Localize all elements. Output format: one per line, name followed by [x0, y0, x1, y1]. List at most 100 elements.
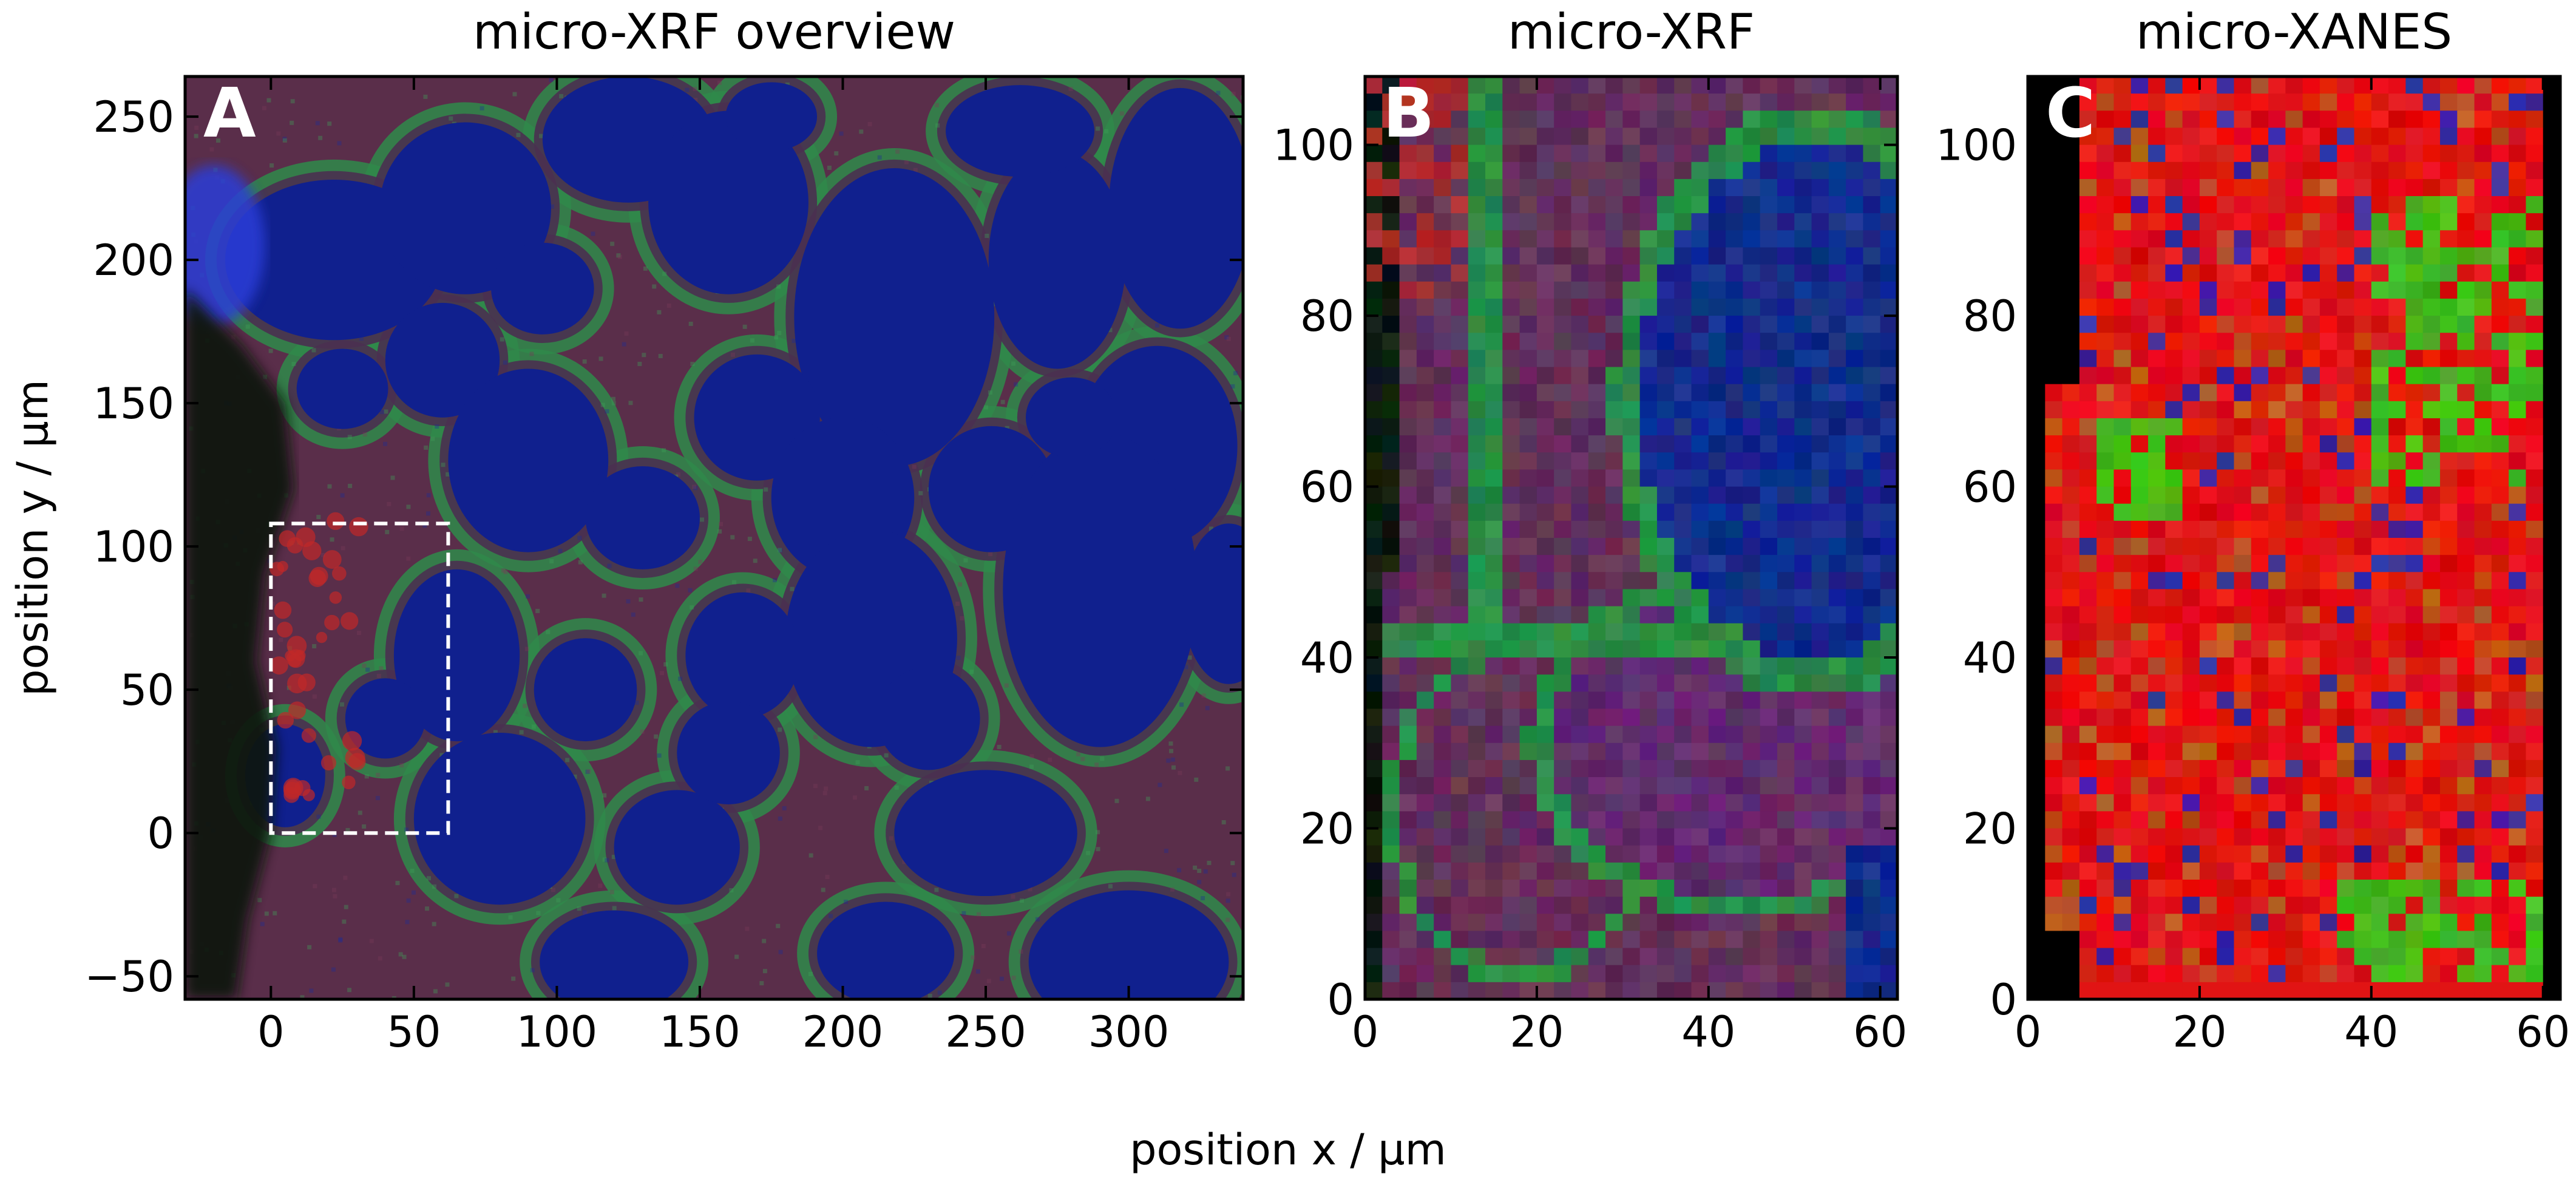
xrf-pixel — [1760, 144, 1778, 163]
xrf-pixel — [1605, 555, 1624, 573]
xrf-pixel — [1674, 281, 1692, 299]
xanes-pixel — [2028, 316, 2046, 334]
xanes-pixel — [2251, 982, 2269, 999]
xrf-pixel — [1485, 572, 1503, 590]
speckle — [290, 99, 295, 104]
xanes-pixel — [2543, 674, 2560, 693]
xanes-pixel — [2422, 520, 2441, 538]
xanes-pixel — [2113, 76, 2132, 94]
xrf-pixel — [1639, 367, 1658, 385]
speckle — [454, 894, 459, 898]
xrf-pixel — [1726, 127, 1744, 146]
speckle — [1168, 741, 1173, 746]
xanes-pixel — [2165, 555, 2183, 573]
speckle — [549, 559, 554, 564]
xanes-pixel — [2182, 196, 2200, 214]
xrf-pixel — [1622, 469, 1641, 487]
speckle — [818, 826, 823, 830]
xanes-pixel — [2268, 213, 2286, 231]
xanes-pixel — [2302, 623, 2320, 641]
xanes-pixel — [2354, 845, 2372, 863]
xrf-pixel — [1399, 486, 1417, 504]
xanes-pixel — [2062, 213, 2080, 231]
xanes-pixel — [2217, 333, 2235, 351]
xrf-pixel — [1399, 127, 1417, 146]
xrf-pixel — [1708, 657, 1726, 675]
xanes-pixel — [2234, 811, 2252, 829]
xrf-pixel — [1365, 742, 1383, 761]
xrf-pixel — [1571, 196, 1589, 214]
xanes-pixel — [2234, 538, 2252, 555]
xrf-pixel — [1434, 178, 1452, 197]
xanes-pixel — [2165, 452, 2183, 470]
xrf-pixel — [1468, 264, 1486, 282]
xrf-pixel — [1880, 196, 1897, 214]
xanes-pixel — [2182, 76, 2200, 94]
xrf-pixel — [1554, 879, 1572, 897]
xanes-pixel — [2217, 469, 2235, 487]
xanes-pixel — [2268, 742, 2286, 761]
xanes-pixel — [2337, 401, 2355, 419]
xanes-pixel — [2234, 418, 2252, 436]
xanes-pixel — [2062, 298, 2080, 316]
xanes-pixel — [2217, 298, 2235, 316]
xrf-pixel — [1674, 794, 1692, 812]
red-hotspot — [310, 566, 328, 585]
xanes-pixel — [2337, 503, 2355, 521]
xrf-pixel — [1622, 623, 1641, 641]
xrf-pixel — [1468, 230, 1486, 248]
xrf-pixel — [1434, 161, 1452, 180]
speckle — [315, 121, 320, 126]
xrf-pixel — [1468, 555, 1486, 573]
xrf-pixel — [1434, 144, 1452, 163]
xanes-pixel — [2388, 161, 2407, 180]
xanes-pixel — [2234, 178, 2252, 197]
xrf-pixel — [1468, 452, 1486, 470]
xanes-pixel — [2130, 555, 2149, 573]
xanes-pixel — [2439, 931, 2458, 949]
red-hotspot — [324, 614, 340, 631]
xanes-pixel — [2388, 110, 2407, 129]
xrf-pixel — [1588, 350, 1606, 368]
xanes-pixel — [2234, 520, 2252, 538]
xrf-pixel — [1656, 418, 1675, 436]
xrf-pixel — [1743, 469, 1761, 487]
xrf-pixel — [1811, 691, 1829, 710]
xrf-pixel — [1485, 948, 1503, 966]
xanes-pixel — [2405, 367, 2424, 385]
xanes-pixel — [2354, 828, 2372, 846]
xrf-pixel — [1588, 691, 1606, 710]
xanes-pixel — [2354, 931, 2372, 949]
xanes-pixel — [2439, 333, 2458, 351]
nucleus — [345, 678, 425, 759]
xanes-pixel — [2148, 845, 2166, 863]
xanes-pixel — [2199, 794, 2217, 812]
speckle — [503, 569, 508, 574]
xanes-pixel — [2371, 486, 2389, 504]
speckle — [657, 753, 662, 758]
xrf-pixel — [1828, 247, 1846, 265]
xrf-pixel — [1828, 230, 1846, 248]
xanes-pixel — [2062, 486, 2080, 504]
xrf-pixel — [1554, 606, 1572, 624]
xanes-pixel — [2371, 213, 2389, 231]
xrf-pixel — [1382, 948, 1400, 966]
xanes-pixel — [2302, 486, 2320, 504]
xanes-pixel — [2130, 777, 2149, 795]
xanes-pixel — [2371, 350, 2389, 368]
xrf-pixel — [1519, 230, 1537, 248]
xrf-pixel — [1777, 333, 1795, 351]
xanes-pixel — [2319, 931, 2338, 949]
xrf-pixel — [1777, 247, 1795, 265]
xrf-pixel — [1760, 230, 1778, 248]
xrf-pixel — [1519, 674, 1537, 693]
xrf-pixel — [1880, 178, 1897, 197]
xanes-pixel — [2388, 520, 2407, 538]
xrf-pixel — [1880, 298, 1897, 316]
xanes-pixel — [2062, 897, 2080, 915]
xanes-pixel — [2354, 794, 2372, 812]
xrf-pixel — [1828, 914, 1846, 932]
xanes-pixel — [2457, 316, 2475, 334]
xrf-pixel — [1382, 759, 1400, 778]
xrf-pixel — [1536, 811, 1554, 829]
